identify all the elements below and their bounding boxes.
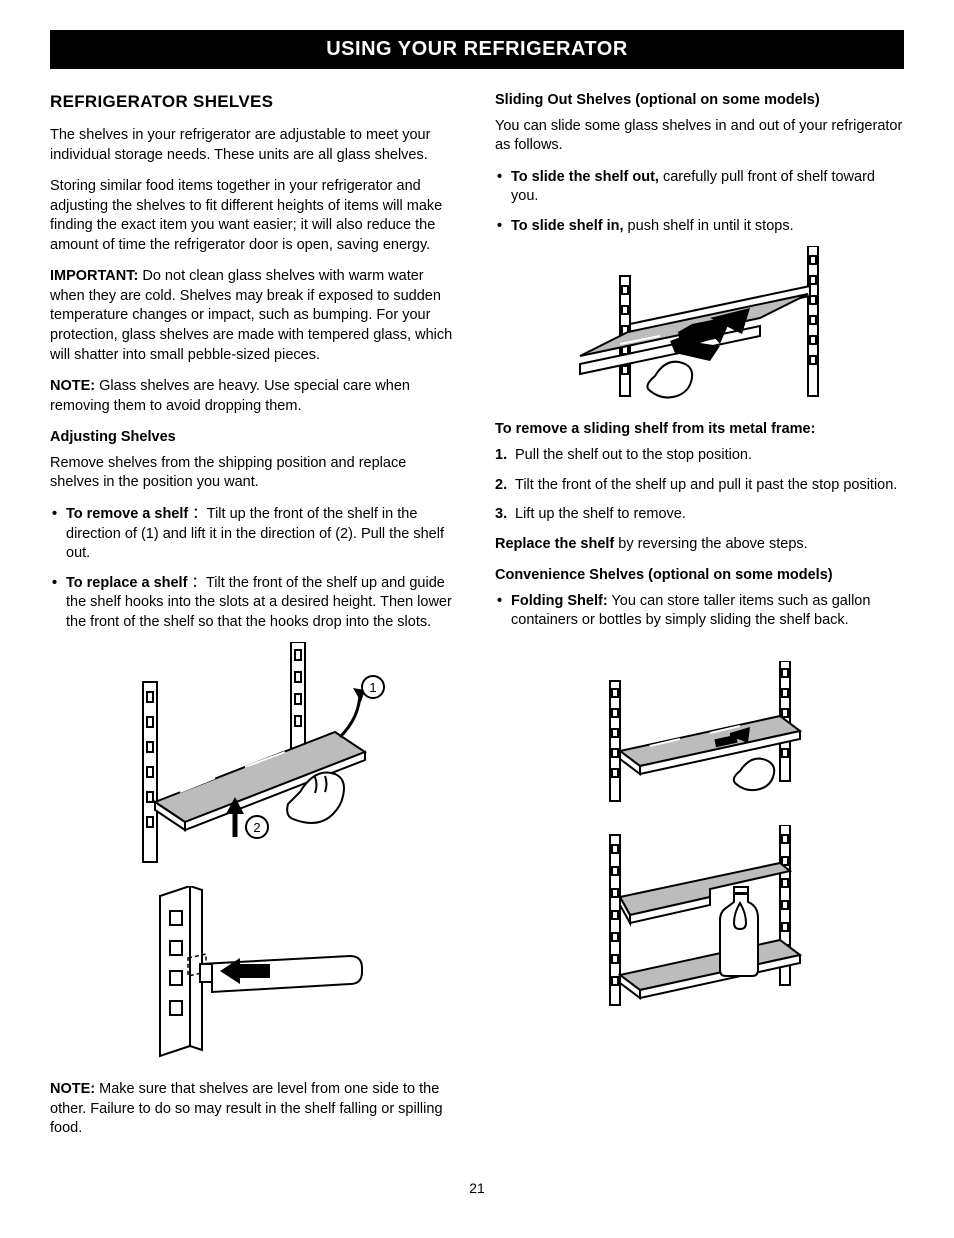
list-item: Tilt the front of the shelf up and pull …: [495, 476, 904, 496]
text-slide-in: push shelf in until it stops.: [624, 218, 794, 234]
two-column-layout: REFRIGERATOR SHELVES The shelves in your…: [50, 91, 904, 1151]
paragraph-note-1: NOTE: Glass shelves are heavy. Use speci…: [50, 377, 459, 416]
paragraph-important: IMPORTANT: Do not clean glass shelves wi…: [50, 267, 459, 365]
figure-folding-1: [495, 661, 904, 811]
figure-shelf-tilt: 1 2: [50, 642, 459, 872]
page-number: 21: [50, 1179, 904, 1198]
label-replace-shelf-right: Replace the shelf: [495, 536, 614, 552]
list-item: To replace a shelf ：Tilt the front of th…: [50, 574, 459, 633]
list-item: To remove a shelf ：Tilt up the front of …: [50, 505, 459, 564]
label-note-1: NOTE:: [50, 378, 95, 394]
text-note-2: Make sure that shelves are level from on…: [50, 1081, 443, 1136]
list-item: To slide shelf in, push shelf in until i…: [495, 217, 904, 237]
label-slide-out: To slide the shelf out,: [511, 169, 659, 185]
page-banner: USING YOUR REFRIGERATOR: [50, 30, 904, 69]
paragraph-intro-1: The shelves in your refrigerator are adj…: [50, 126, 459, 165]
section-heading-shelves: REFRIGERATOR SHELVES: [50, 91, 459, 114]
svg-text:1: 1: [369, 680, 376, 695]
label-replace-shelf: To replace a shelf: [66, 575, 187, 591]
list-item: Lift up the shelf to remove.: [495, 505, 904, 525]
subheading-convenience: Convenience Shelves (optional on some mo…: [495, 566, 904, 586]
list-adjusting: To remove a shelf ：Tilt up the front of …: [50, 505, 459, 632]
paragraph-note-2: NOTE: Make sure that shelves are level f…: [50, 1080, 459, 1139]
text-replace-shelf-right: by reversing the above steps.: [614, 536, 807, 552]
subheading-adjusting: Adjusting Shelves: [50, 428, 459, 448]
paragraph-replace-shelf: Replace the shelf by reversing the above…: [495, 535, 904, 555]
paragraph-sliding-intro: You can slide some glass shelves in and …: [495, 117, 904, 156]
list-item: Folding Shelf: You can store taller item…: [495, 592, 904, 631]
list-sliding: To slide the shelf out, carefully pull f…: [495, 168, 904, 237]
label-remove-shelf: To remove a shelf: [66, 506, 188, 522]
label-note-2: NOTE:: [50, 1081, 95, 1097]
subheading-remove-sliding: To remove a sliding shelf from its metal…: [495, 420, 904, 440]
list-remove-steps: Pull the shelf out to the stop position.…: [495, 446, 904, 525]
label-important: IMPORTANT:: [50, 268, 138, 284]
list-item: To slide the shelf out, carefully pull f…: [495, 168, 904, 207]
column-right: Sliding Out Shelves (optional on some mo…: [495, 91, 904, 1151]
list-convenience: Folding Shelf: You can store taller item…: [495, 592, 904, 631]
label-slide-in: To slide shelf in,: [511, 218, 624, 234]
subheading-sliding: Sliding Out Shelves (optional on some mo…: [495, 91, 904, 111]
figure-shelf-hook: [50, 886, 459, 1066]
text-note-1: Glass shelves are heavy. Use special car…: [50, 378, 410, 414]
svg-text:2: 2: [253, 820, 260, 835]
column-left: REFRIGERATOR SHELVES The shelves in your…: [50, 91, 459, 1151]
figure-sliding-shelf: [495, 246, 904, 406]
label-folding-shelf: Folding Shelf:: [511, 593, 608, 609]
paragraph-adjusting-intro: Remove shelves from the shipping positio…: [50, 454, 459, 493]
paragraph-intro-2: Storing similar food items together in y…: [50, 177, 459, 255]
list-item: Pull the shelf out to the stop position.: [495, 446, 904, 466]
figure-folding-2: [495, 825, 904, 1015]
